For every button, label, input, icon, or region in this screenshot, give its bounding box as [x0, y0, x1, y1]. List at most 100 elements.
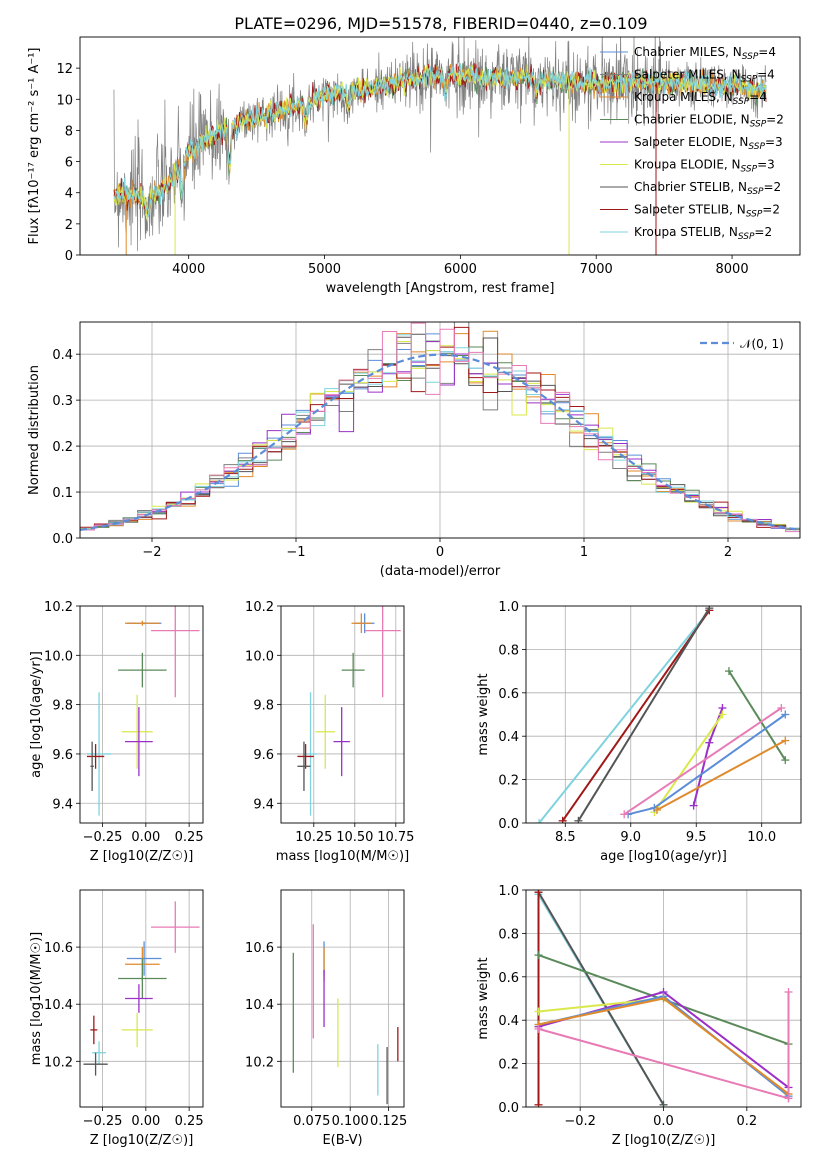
- y-tick-label: 1.0: [498, 884, 519, 899]
- x-tick-label: 0.2: [736, 1114, 757, 1129]
- x-tick-label: 10.50: [336, 830, 373, 845]
- x-tick-label: 0.00: [131, 830, 160, 845]
- y-tick-label: 2: [65, 218, 73, 233]
- x-axis-label: mass [log10(M/M☉)]: [276, 849, 409, 864]
- age_vs_mass-panel: 10.25 10.50 10.75 9.4 9.6 9.8 10.0 10.2 mass [lo…: [245, 600, 414, 864]
- x-tick-label: 0.25: [175, 1114, 204, 1129]
- axes-frame: [280, 605, 405, 824]
- x-tick-label: 10.0: [747, 830, 776, 845]
- axes-frame: [525, 889, 802, 1108]
- x-axis-label: Z [log10(Z/Z☉)]: [90, 849, 194, 864]
- x-tick-label: 0.0: [653, 1114, 674, 1129]
- mass_vs_Z-plot-area: [80, 890, 203, 1107]
- y-axis-label: Flux [fλ10⁻¹⁷ erg cm⁻² s⁻¹ A⁻¹]: [27, 48, 42, 245]
- y-tick-label: 12: [56, 62, 73, 77]
- y-tick-label: 0.6: [498, 687, 519, 702]
- legend-entry-label: Kroupa STELIB, NSSP=2: [634, 225, 772, 242]
- y-tick-label: 0.3: [52, 394, 73, 409]
- y-axis-label: mass weight: [476, 957, 491, 1039]
- y-tick-label: 10.2: [44, 1055, 73, 1070]
- x-tick-label: 9.0: [620, 830, 641, 845]
- x-tick-label: 0.00: [131, 1114, 160, 1129]
- residuals-panel: −2 −1 0 1 2 0.0 0.1 0.2 0.3 0.4 (data-model)/error…: [27, 321, 801, 579]
- x-tick-label: 5000: [308, 262, 341, 277]
- y-tick-label: 10.0: [44, 649, 73, 664]
- y-tick-label: 10.0: [245, 649, 274, 664]
- x-tick-label: 0: [436, 545, 444, 560]
- y-tick-label: 0.2: [498, 774, 519, 789]
- mass-weight-line: [623, 707, 782, 816]
- x-axis-label: age [log10(age/yr)]: [600, 849, 727, 864]
- y-tick-label: 0.8: [498, 643, 519, 658]
- y-tick-label: 0.0: [498, 817, 519, 832]
- y-tick-label: 9.6: [52, 748, 73, 763]
- x-tick-label: −0.2: [564, 1114, 596, 1129]
- y-tick-label: 10.2: [245, 600, 274, 615]
- mass_vs_Z-panel: −0.25 0.00 0.25 10.2 10.4 10.6 Z [log10(Z/Z☉)]…: [29, 889, 204, 1148]
- x-tick-label: 1: [580, 545, 588, 560]
- x-tick-label: 8.5: [555, 830, 576, 845]
- y-tick-label: 9.4: [253, 797, 274, 812]
- mass-weight-line: [537, 891, 665, 1106]
- x-tick-label: 10.25: [295, 830, 332, 845]
- axes-frame: [79, 889, 204, 1108]
- y-tick-label: 10.4: [44, 998, 73, 1013]
- spectrum-legend: Chabrier MILES, NSSP=4 Salpeter MILES, NS…: [600, 45, 784, 242]
- legend-entry-label: Kroupa MILES, NSSP=4: [634, 90, 767, 107]
- x-tick-label: −1: [286, 545, 305, 560]
- x-tick-label: 0.125: [370, 1114, 407, 1129]
- y-tick-label: 10.4: [245, 998, 274, 1013]
- x-tick-label: 0.25: [175, 830, 204, 845]
- residuals-plot-area: [80, 322, 800, 538]
- x-tick-label: 0.075: [293, 1114, 330, 1129]
- x-tick-label: 2: [724, 545, 732, 560]
- x-tick-label: 9.5: [686, 830, 707, 845]
- y-tick-label: 9.8: [52, 699, 73, 714]
- age_vs_mass-plot-area: [281, 606, 404, 823]
- y-tick-label: 10.6: [44, 941, 73, 956]
- legend-entry-label: Chabrier ELODIE, NSSP=2: [634, 113, 784, 130]
- y-tick-label: 0.4: [498, 1014, 519, 1029]
- y-axis-label: mass weight: [476, 673, 491, 755]
- y-tick-label: 0.0: [498, 1101, 519, 1116]
- x-tick-label: 0.100: [332, 1114, 369, 1129]
- x-tick-label: 4000: [172, 262, 205, 277]
- axes-frame: [525, 605, 802, 824]
- y-tick-label: 0.8: [498, 927, 519, 942]
- y-axis-label: age [log10(age/yr)]: [29, 651, 44, 778]
- x-tick-label: −2: [142, 545, 161, 560]
- axes-frame: [79, 36, 801, 256]
- y-tick-label: 0: [65, 249, 73, 264]
- y-tick-label: 1.0: [498, 600, 519, 615]
- mass-weight-line: [538, 1027, 789, 1100]
- age_vs_Z-panel: −0.25 0.00 0.25 9.4 9.6 9.8 10.0 10.2 Z [log10(Z…: [29, 600, 204, 864]
- mw_vs_age-plot-area: [526, 606, 801, 823]
- mass-weight-line: [728, 670, 787, 761]
- age_vs_Z-plot-area: [80, 606, 203, 823]
- mass_vs_ebv-panel: 0.075 0.100 0.125 10.2 10.4 10.6 E(B-V): [245, 889, 407, 1148]
- mass-weight-line: [656, 739, 786, 811]
- mw_vs_Z-panel: −0.2 0.0 0.2 0.0 0.2 0.4 0.6 0.8 1.0 Z [log10(Z/Z…: [476, 884, 802, 1148]
- x-axis-label: Z [log10(Z/Z☉)]: [90, 1133, 194, 1148]
- y-axis-label: Normed distribution: [27, 365, 42, 495]
- mass_vs_ebv-plot-area: [281, 890, 404, 1107]
- chart-layer: 4000 5000 6000 7000 8000024681012wavelength …: [27, 36, 802, 1148]
- y-tick-label: 8: [65, 124, 73, 139]
- x-axis-label: wavelength [Angstrom, rest frame]: [326, 281, 555, 296]
- x-tick-label: −0.25: [83, 830, 123, 845]
- y-tick-label: 10: [56, 93, 73, 108]
- legend-entry-label: Salpeter MILES, NSSP=4: [634, 68, 775, 85]
- y-axis-label: mass [log10(M/M☉)]: [29, 932, 44, 1065]
- mass-weight-line: [653, 713, 724, 813]
- model-spectrum-line: [113, 63, 767, 218]
- y-tick-label: 9.4: [52, 797, 73, 812]
- y-tick-label: 0.0: [52, 532, 73, 547]
- legend-entry-label: 𝒩(0, 1): [740, 337, 784, 351]
- y-tick-label: 6: [65, 156, 73, 171]
- y-tick-label: 0.4: [498, 730, 519, 745]
- spectrum-panel: 4000 5000 6000 7000 8000 0 2 4 6 8 10 12 wavelength …: [27, 36, 801, 296]
- x-tick-label: 8000: [716, 262, 749, 277]
- x-axis-label: (data-model)/error: [380, 564, 501, 579]
- x-axis-label: E(B-V): [322, 1133, 362, 1148]
